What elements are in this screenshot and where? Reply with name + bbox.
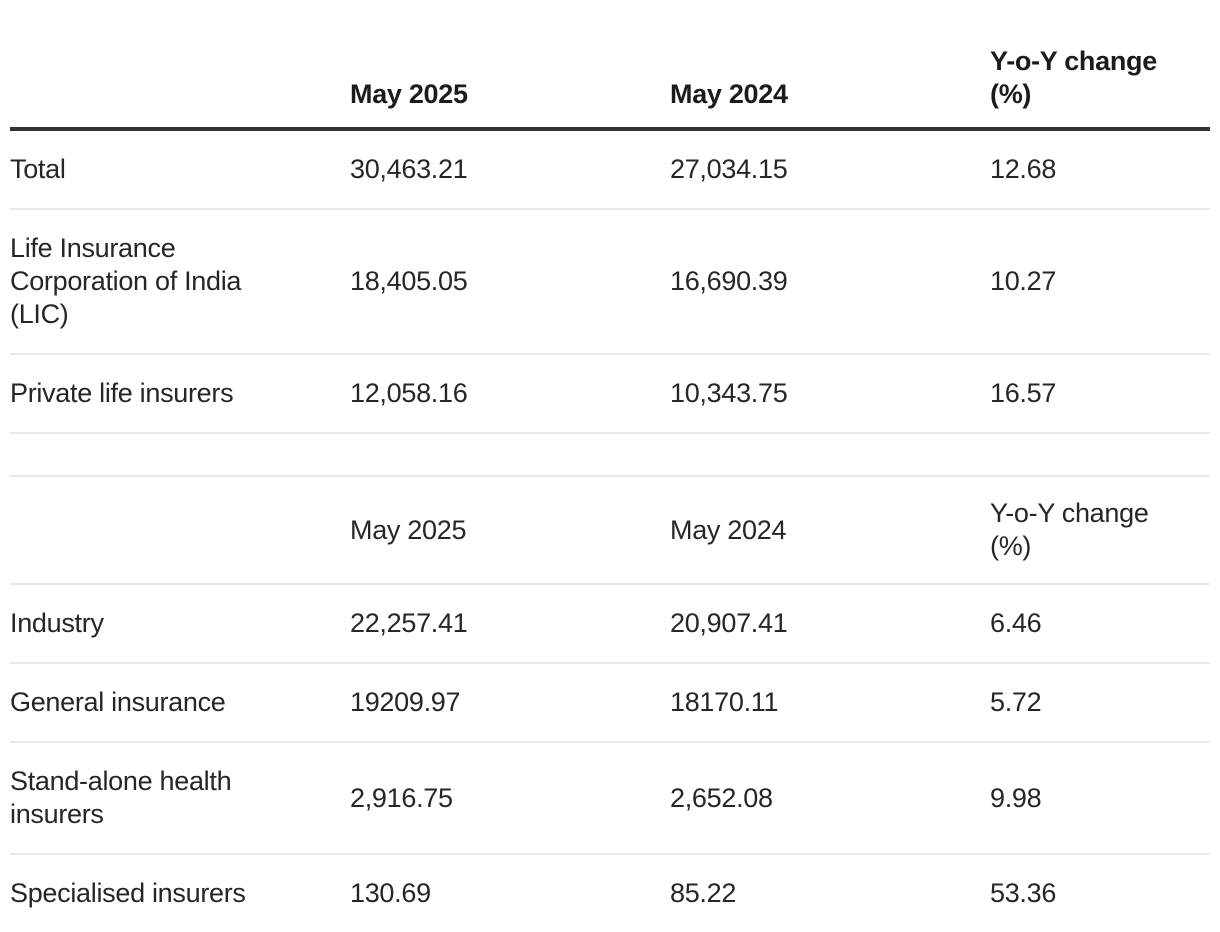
general-insurance-table: May 2025 May 2024 Y-o-Y change (%) Indus… [10, 475, 1210, 932]
row-label: Specialised insurers [10, 878, 246, 908]
may-2025-value: 2,916.75 [350, 742, 670, 855]
yoy-change-value: 16.57 [990, 354, 1210, 434]
table-row: Stand-alone health insurers 2,916.75 2,6… [10, 742, 1210, 855]
yoy-change-value: 53.36 [990, 878, 1057, 908]
yoy-change-value: 12.68 [990, 129, 1210, 210]
column-header-yoy-change: Y-o-Y change (%) [990, 475, 1210, 585]
table-gap-spacer [10, 434, 1210, 475]
row-label: Stand-alone health insurers [10, 742, 350, 855]
yoy-change-value: 6.46 [990, 584, 1210, 664]
table-header-row: May 2025 May 2024 Y-o-Y change (%) [10, 475, 1210, 585]
table-row: Private life insurers 12,058.16 10,343.7… [10, 354, 1210, 434]
header-empty-cell [10, 0, 350, 131]
may-2025-value: 130.69 [350, 878, 431, 908]
yoy-change-value: 5.72 [990, 663, 1210, 743]
may-2024-value: 20,907.41 [670, 584, 990, 664]
header-empty-cell [10, 475, 350, 585]
row-label: Total [10, 129, 350, 210]
yoy-change-value: 9.98 [990, 742, 1210, 855]
row-label: Industry [10, 584, 350, 664]
table-row: Industry 22,257.41 20,907.41 6.46 [10, 584, 1210, 664]
may-2025-value: 19209.97 [350, 663, 670, 743]
column-header-yoy-change: Y-o-Y change (%) [990, 0, 1210, 131]
may-2025-value: 12,058.16 [350, 354, 670, 434]
row-label: Private life insurers [10, 354, 350, 434]
may-2024-value: 2,652.08 [670, 742, 990, 855]
column-header-may-2024: May 2024 [670, 0, 990, 131]
row-label: General insurance [10, 663, 350, 743]
table-row: Life Insurance Corporation of India (LIC… [10, 209, 1210, 355]
table-row: Total 30,463.21 27,034.15 12.68 [10, 129, 1210, 210]
table-row: Specialised insurers 130.69 85.22 53.36 [10, 854, 1210, 932]
column-header-may-2025: May 2025 [350, 475, 670, 585]
may-2024-value: 18170.11 [670, 663, 990, 743]
table-header-row: May 2025 May 2024 Y-o-Y change (%) [10, 0, 1210, 131]
column-header-may-2024: May 2024 [670, 475, 990, 585]
may-2024-value: 27,034.15 [670, 129, 990, 210]
column-header-may-2025: May 2025 [350, 0, 670, 131]
table-row: General insurance 19209.97 18170.11 5.72 [10, 663, 1210, 743]
may-2025-value: 30,463.21 [350, 129, 670, 210]
may-2024-value: 10,343.75 [670, 354, 990, 434]
may-2025-value: 18,405.05 [350, 209, 670, 355]
may-2024-value: 85.22 [670, 878, 737, 908]
row-label: Life Insurance Corporation of India (LIC… [10, 209, 350, 355]
may-2025-value: 22,257.41 [350, 584, 670, 664]
may-2024-value: 16,690.39 [670, 209, 990, 355]
life-insurance-table: May 2025 May 2024 Y-o-Y change (%) Total… [10, 0, 1210, 434]
yoy-change-value: 10.27 [990, 209, 1210, 355]
